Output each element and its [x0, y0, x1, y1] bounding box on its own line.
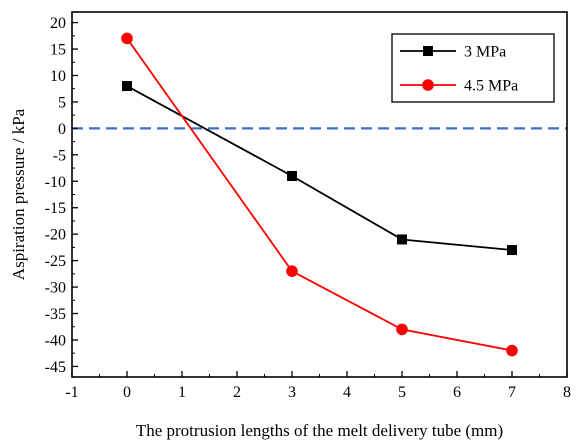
- x-axis-title: The protrusion lengths of the melt deliv…: [136, 421, 503, 440]
- y-tick-label: -45: [45, 359, 66, 376]
- x-tick-label: -1: [65, 384, 78, 401]
- legend-marker: [422, 79, 434, 91]
- y-tick-label: 10: [50, 68, 66, 85]
- legend-box: [391, 33, 555, 103]
- data-point: [121, 32, 133, 45]
- x-tick-label: 6: [453, 384, 461, 401]
- y-tick-label: -5: [53, 147, 66, 164]
- series-line-1: [126, 85, 513, 251]
- y-tick-label: -30: [45, 280, 66, 297]
- y-tick-label: -20: [45, 227, 66, 244]
- legend: 3 MPa 4.5 MPa: [391, 33, 555, 103]
- axis-layer: -1 0 1 2 3 4 5 6 7 820151050-5-10-15-20-25-30-35-…: [45, 11, 571, 401]
- y-tick-label: -25: [45, 253, 66, 270]
- legend-label: 4.5 MPa: [464, 78, 518, 95]
- x-tick-label: 2: [233, 384, 241, 401]
- data-point: [287, 170, 297, 181]
- legend-marker: [423, 46, 433, 56]
- y-axis-title: Aspiration pressure / kPa: [9, 108, 28, 280]
- data-point: [122, 81, 132, 92]
- x-tick-label: 5: [398, 384, 406, 401]
- data-point: [397, 234, 407, 245]
- y-tick-label: -15: [45, 200, 66, 217]
- x-tick-label: 7: [508, 384, 516, 401]
- series-line-2: [126, 37, 513, 352]
- series-layer: [121, 32, 518, 357]
- legend-label: 3 MPa: [464, 44, 506, 61]
- data-point: [286, 265, 298, 278]
- y-tick-label: 15: [50, 42, 66, 59]
- x-tick-label: 8: [563, 384, 571, 401]
- x-tick-label: 3: [288, 384, 296, 401]
- x-tick-label: 0: [123, 384, 131, 401]
- y-tick-label: 5: [58, 94, 66, 111]
- y-tick-label: 0: [58, 121, 66, 138]
- x-tick-label: 4: [343, 384, 351, 401]
- data-point: [506, 344, 518, 357]
- y-tick-label: -10: [45, 174, 66, 191]
- y-tick-label: -40: [45, 332, 66, 349]
- y-tick-label: -35: [45, 306, 66, 323]
- data-point: [396, 323, 408, 336]
- data-point: [507, 245, 517, 256]
- x-tick-label: 1: [178, 384, 186, 401]
- y-tick-label: 20: [50, 15, 66, 32]
